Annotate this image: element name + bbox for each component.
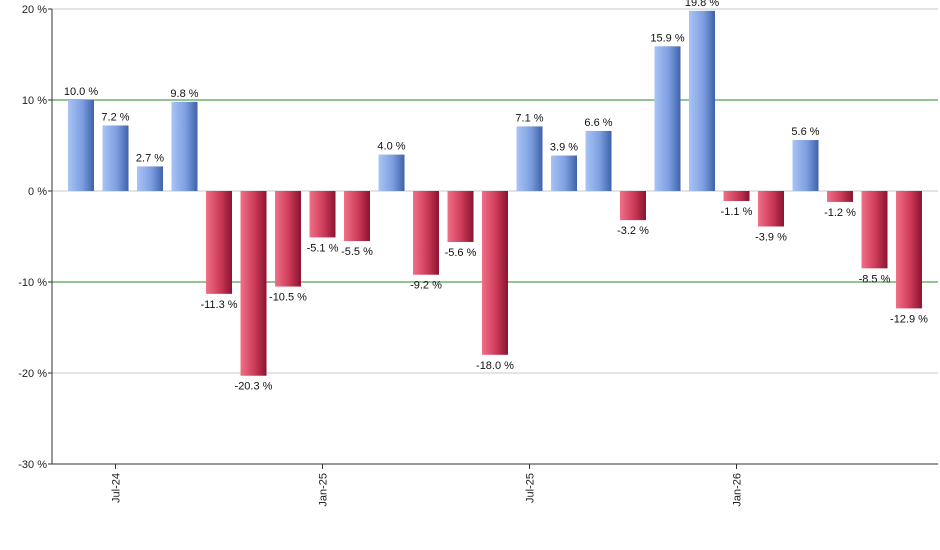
y-tick-label: -20 %: [18, 368, 47, 380]
bar: [413, 191, 439, 275]
axes: -30 % -20 % -10 % 0 % 10 % 20 % Jul-24 Jan-25 Ju…: [18, 4, 938, 507]
bar-value-label: -9.2 %: [410, 280, 442, 292]
x-tick-label: Jan-26: [732, 473, 744, 507]
bars: [68, 10, 922, 376]
bar-value-label: -5.6 %: [445, 247, 477, 259]
bar: [378, 154, 405, 191]
bar: [516, 126, 543, 191]
bar-value-label: -1.2 %: [824, 207, 856, 219]
bar-value-label: 7.1 %: [515, 112, 543, 124]
bar: [171, 101, 198, 191]
bar-value-label: 10.0 %: [64, 86, 98, 98]
y-tick-label: -30 %: [18, 459, 47, 471]
bar: [861, 191, 888, 269]
bar: [758, 191, 784, 227]
bar-value-label: 15.9 %: [650, 32, 684, 44]
x-tick-label: Jan-25: [318, 473, 330, 507]
bar: [792, 140, 819, 191]
bar: [620, 191, 646, 221]
bar: [585, 130, 612, 191]
bar-value-label: -3.9 %: [755, 231, 787, 243]
bar-value-label: 7.2 %: [101, 111, 129, 123]
bar-value-label: 9.8 %: [170, 88, 198, 100]
bar: [309, 191, 336, 238]
bar-value-label: 6.6 %: [584, 117, 612, 129]
y-tick-label: 10 %: [22, 95, 47, 107]
bar: [137, 166, 163, 191]
bar: [689, 10, 715, 191]
bar: [206, 191, 232, 294]
bar-value-label: 5.6 %: [791, 126, 819, 138]
bar-value-label: -20.3 %: [235, 381, 273, 393]
bar: [551, 155, 577, 191]
bar: [654, 46, 681, 192]
bar: [68, 100, 94, 191]
bar: [275, 191, 301, 287]
bar-value-label: -10.5 %: [269, 292, 307, 304]
bar: [344, 191, 370, 242]
y-tick-label: 0 %: [28, 186, 47, 198]
bar-value-label: -18.0 %: [476, 360, 514, 372]
x-tick-label: Jul-25: [525, 473, 537, 503]
bar: [102, 125, 129, 191]
bar: [723, 191, 750, 202]
value-labels: 10.0 % 7.2 % 2.7 % 9.8 % -11.3 % -20.3 % -10.5…: [64, 0, 928, 393]
bar: [896, 191, 922, 309]
bar-value-label: 2.7 %: [136, 152, 164, 164]
bar-value-label: 4.0 %: [377, 141, 405, 153]
bar-value-label: 3.9 %: [550, 142, 578, 154]
bar: [827, 191, 853, 202]
bar: [447, 191, 474, 242]
bar-value-label: 19.8 %: [685, 0, 719, 9]
bar-value-label: -11.3 %: [200, 299, 237, 311]
y-tick-label: 20 %: [22, 4, 47, 16]
bar-value-label: -5.1 %: [307, 242, 339, 254]
bar: [240, 191, 267, 376]
x-tick-label: Jul-24: [111, 473, 123, 503]
bar-value-label: -12.9 %: [890, 313, 928, 325]
bar-value-label: -5.5 %: [341, 246, 373, 258]
bar-value-label: -8.5 %: [859, 273, 891, 285]
y-tick-label: -10 %: [18, 277, 47, 289]
bar: [482, 191, 508, 355]
bar-value-label: -3.2 %: [617, 225, 649, 237]
bar-value-label: -1.1 %: [721, 206, 753, 218]
